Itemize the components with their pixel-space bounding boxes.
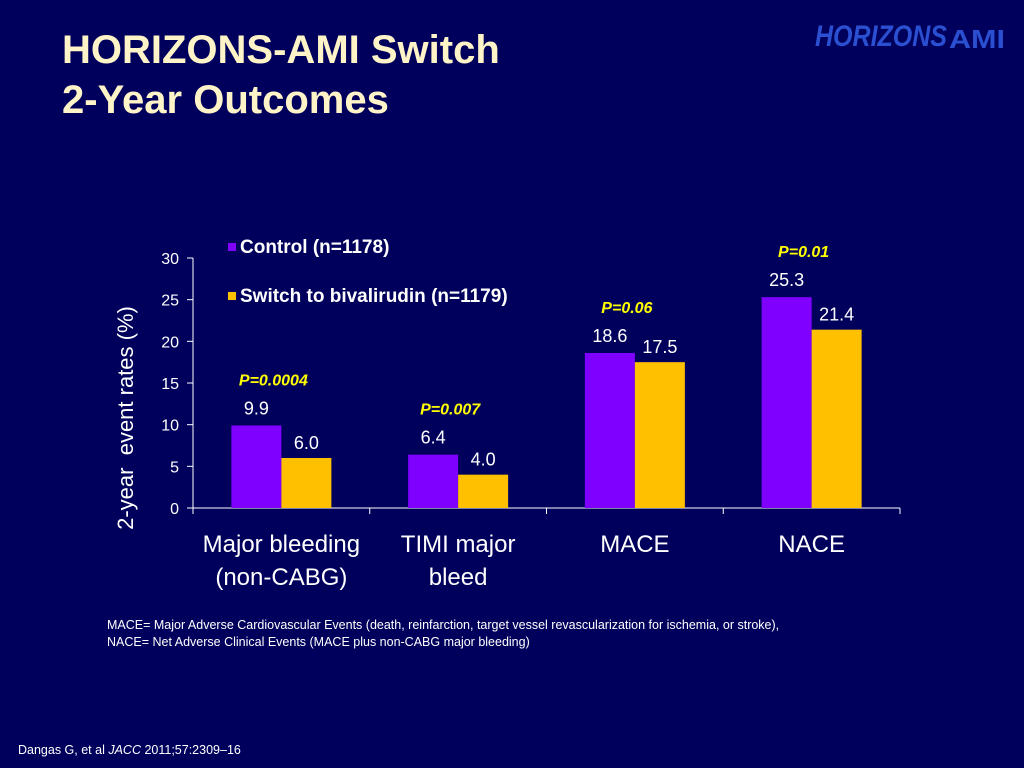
p-value-label: P=0.06 [601, 300, 652, 317]
footnote-mace: MACE= Major Adverse Cardiovascular Event… [107, 618, 780, 632]
p-value-label: P=0.0004 [239, 373, 308, 390]
legend-swatch-switch [228, 292, 236, 300]
x-tick-label: bleed [429, 564, 488, 591]
bar-control-3 [584, 353, 635, 508]
data-label: 18.6 [592, 326, 627, 346]
data-label: 6.0 [294, 433, 319, 453]
y-tick-label: 0 [170, 501, 179, 518]
data-label: 17.5 [642, 337, 677, 357]
legend-swatch-control [228, 243, 236, 251]
y-tick-label: 25 [161, 293, 179, 310]
citation: Dangas G, et al JACC 2011;57:2309–16 [18, 743, 241, 757]
y-tick-label: 10 [161, 418, 179, 435]
x-tick-label: (non-CABG) [215, 564, 347, 591]
x-tick-label: NACE [778, 531, 845, 558]
y-tick-label: 30 [161, 251, 179, 268]
data-label: 9.9 [244, 399, 269, 419]
bar-switch-2 [458, 474, 509, 508]
x-tick-label: Major bleeding [203, 531, 360, 558]
x-tick-label: TIMI major [401, 531, 516, 558]
logo-text-main: HORIZONS [815, 20, 947, 53]
y-tick-label: 5 [170, 459, 179, 476]
bar-control-1 [231, 425, 282, 508]
x-tick-label: MACE [600, 531, 669, 558]
bar-control-4 [761, 297, 812, 508]
slide-title-line-2: 2-Year Outcomes [62, 78, 389, 122]
p-value-label: P=0.01 [778, 244, 829, 261]
bar-switch-3 [634, 362, 685, 508]
slide-title-line-1: HORIZONS-AMI Switch [62, 28, 500, 72]
y-tick-label: 20 [161, 334, 179, 351]
bar-control-2 [408, 454, 459, 508]
legend-label: Control (n=1178) [240, 237, 389, 258]
bar-switch-1 [281, 458, 332, 508]
logo-text-accent: AMI [949, 24, 1005, 54]
data-label: 6.4 [421, 428, 446, 448]
data-label: 4.0 [471, 450, 496, 470]
p-value-label: P=0.007 [420, 402, 481, 419]
y-axis-title: 2-year event rates (%) [113, 306, 138, 530]
citation-authors: Dangas G, et al [18, 743, 109, 757]
footnote-nace: NACE= Net Adverse Clinical Events (MACE … [107, 635, 530, 649]
citation-details: 2011;57:2309–16 [140, 743, 241, 757]
y-tick-label: 15 [161, 376, 179, 393]
data-label: 25.3 [769, 270, 804, 290]
horizons-ami-logo: HORIZONS AMI [815, 20, 1005, 54]
citation-journal: JACC [108, 743, 141, 757]
bar-switch-4 [811, 329, 862, 508]
legend-label: Switch to bivalirudin (n=1179) [240, 286, 508, 307]
data-label: 21.4 [819, 305, 854, 325]
